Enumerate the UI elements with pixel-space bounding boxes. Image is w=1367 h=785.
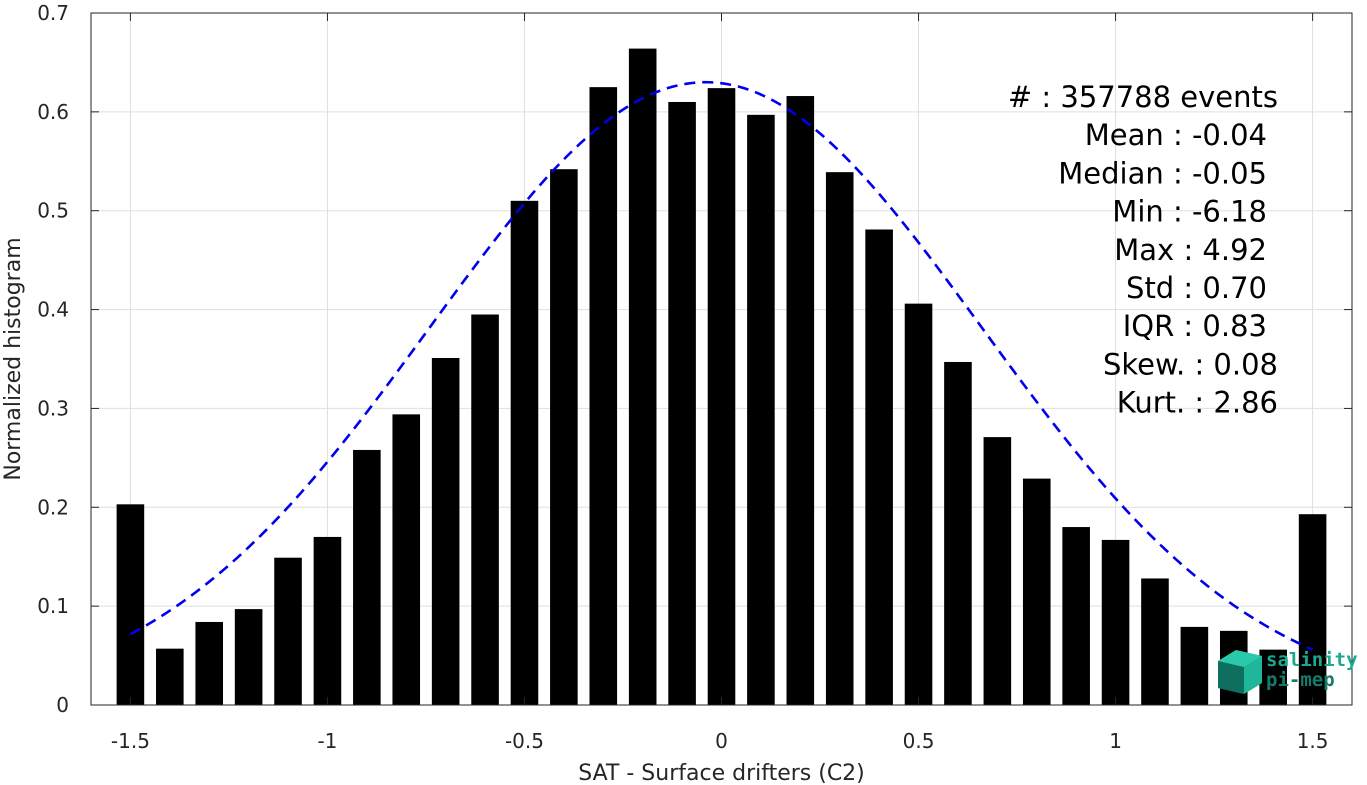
stats-line: IQR : 0.83 (1123, 309, 1267, 343)
stats-annotation: # : 357788 events Mean : -0.04 Median : -0… (1008, 80, 1278, 420)
y-tick-label: 0.5 (37, 199, 69, 223)
histogram-bar (589, 87, 618, 705)
histogram-bar (825, 172, 854, 705)
histogram-bar (1259, 649, 1287, 705)
x-tick-label: 0.5 (903, 729, 935, 753)
histogram-bar (865, 229, 893, 706)
cube-icon (1218, 650, 1262, 694)
y-tick-label: 0.1 (37, 594, 69, 618)
histogram-bar (431, 358, 460, 705)
histogram-bar (550, 169, 578, 706)
histogram-bar (707, 88, 736, 706)
x-tick-label: 1 (1109, 729, 1122, 753)
y-tick-label: 0 (56, 693, 69, 717)
stats-line: # : 357788 events (1008, 80, 1278, 114)
histogram-bar (471, 314, 499, 705)
histogram-bar (1298, 514, 1327, 705)
stats-line: Std : 0.70 (1126, 271, 1267, 305)
y-axis-ticks: 0 0.1 0.2 0.3 0.4 0.5 0.6 0.7 (37, 1, 1352, 717)
histogram-bar (353, 449, 381, 705)
histogram-bar (156, 648, 184, 705)
stats-line: Mean : -0.04 (1085, 118, 1267, 152)
histogram-bar (195, 621, 224, 705)
histogram-bar (1062, 527, 1090, 705)
histogram-bar (234, 609, 263, 705)
salinity-pi-mep-logo: salinity pi-mep (1218, 649, 1358, 694)
histogram-bar (983, 437, 1012, 705)
x-tick-label: -1 (317, 729, 337, 753)
y-axis-label: Normalized histogram (1, 237, 26, 480)
y-tick-label: 0.3 (37, 396, 69, 420)
histogram-bar (116, 504, 145, 705)
histogram-bar (747, 114, 775, 705)
y-tick-label: 0.4 (37, 298, 69, 322)
histogram-bars (116, 48, 1327, 706)
x-axis-ticks: -1.5 -1 -0.5 0 0.5 1 1.5 (111, 13, 1329, 753)
stats-line: Max : 4.92 (1114, 233, 1267, 267)
histogram-bar (392, 414, 421, 705)
histogram-bar (628, 48, 657, 706)
histogram-bar (274, 557, 302, 705)
histogram-bar (904, 303, 933, 705)
stats-line: Median : -0.05 (1058, 156, 1267, 190)
logo-text-pi-mep: pi-mep (1266, 669, 1335, 691)
histogram-bar (1141, 578, 1169, 705)
stats-line: Skew. : 0.08 (1103, 347, 1278, 381)
x-tick-label: -0.5 (505, 729, 544, 753)
y-tick-label: 0.2 (37, 495, 69, 519)
y-tick-label: 0.7 (37, 1, 69, 25)
x-tick-label: 1.5 (1297, 729, 1329, 753)
histogram-bar (1180, 626, 1209, 705)
logo-text-salinity: salinity (1266, 649, 1358, 671)
x-tick-label: 0 (715, 729, 728, 753)
histogram-bar (510, 200, 539, 706)
histogram-bar (313, 536, 342, 705)
stats-line: Min : -6.18 (1112, 195, 1267, 229)
y-tick-label: 0.6 (37, 100, 69, 124)
gaussian-fit-curve (129, 80, 1314, 651)
stats-line: Kurt. : 2.86 (1117, 386, 1278, 420)
x-axis-label: SAT - Surface drifters (C2) (578, 761, 865, 785)
histogram-bar (786, 96, 815, 706)
histogram-bar (1022, 478, 1051, 705)
histogram-bar (1101, 539, 1130, 705)
x-tick-label: -1.5 (111, 729, 150, 753)
histogram-bar (668, 101, 696, 705)
histogram-bar (944, 361, 972, 705)
